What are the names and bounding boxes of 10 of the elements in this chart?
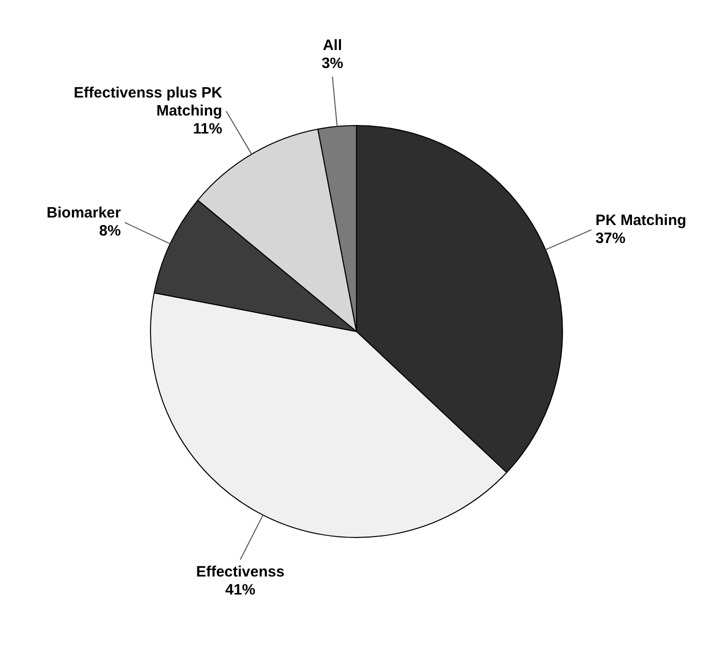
data-label: 37% (595, 230, 626, 247)
data-label: 11% (192, 120, 222, 138)
data-label: 8% (99, 222, 121, 240)
slice-label: Effectivenss plus PK Matching (74, 84, 222, 120)
data-label: 41% (225, 582, 256, 599)
slice-label: Effectivenss (196, 564, 284, 581)
slice-label: Biomarker (46, 204, 122, 222)
slice-label: PK Matching (595, 212, 686, 229)
slice-label: All (322, 36, 342, 54)
data-label: 3% (322, 54, 344, 72)
